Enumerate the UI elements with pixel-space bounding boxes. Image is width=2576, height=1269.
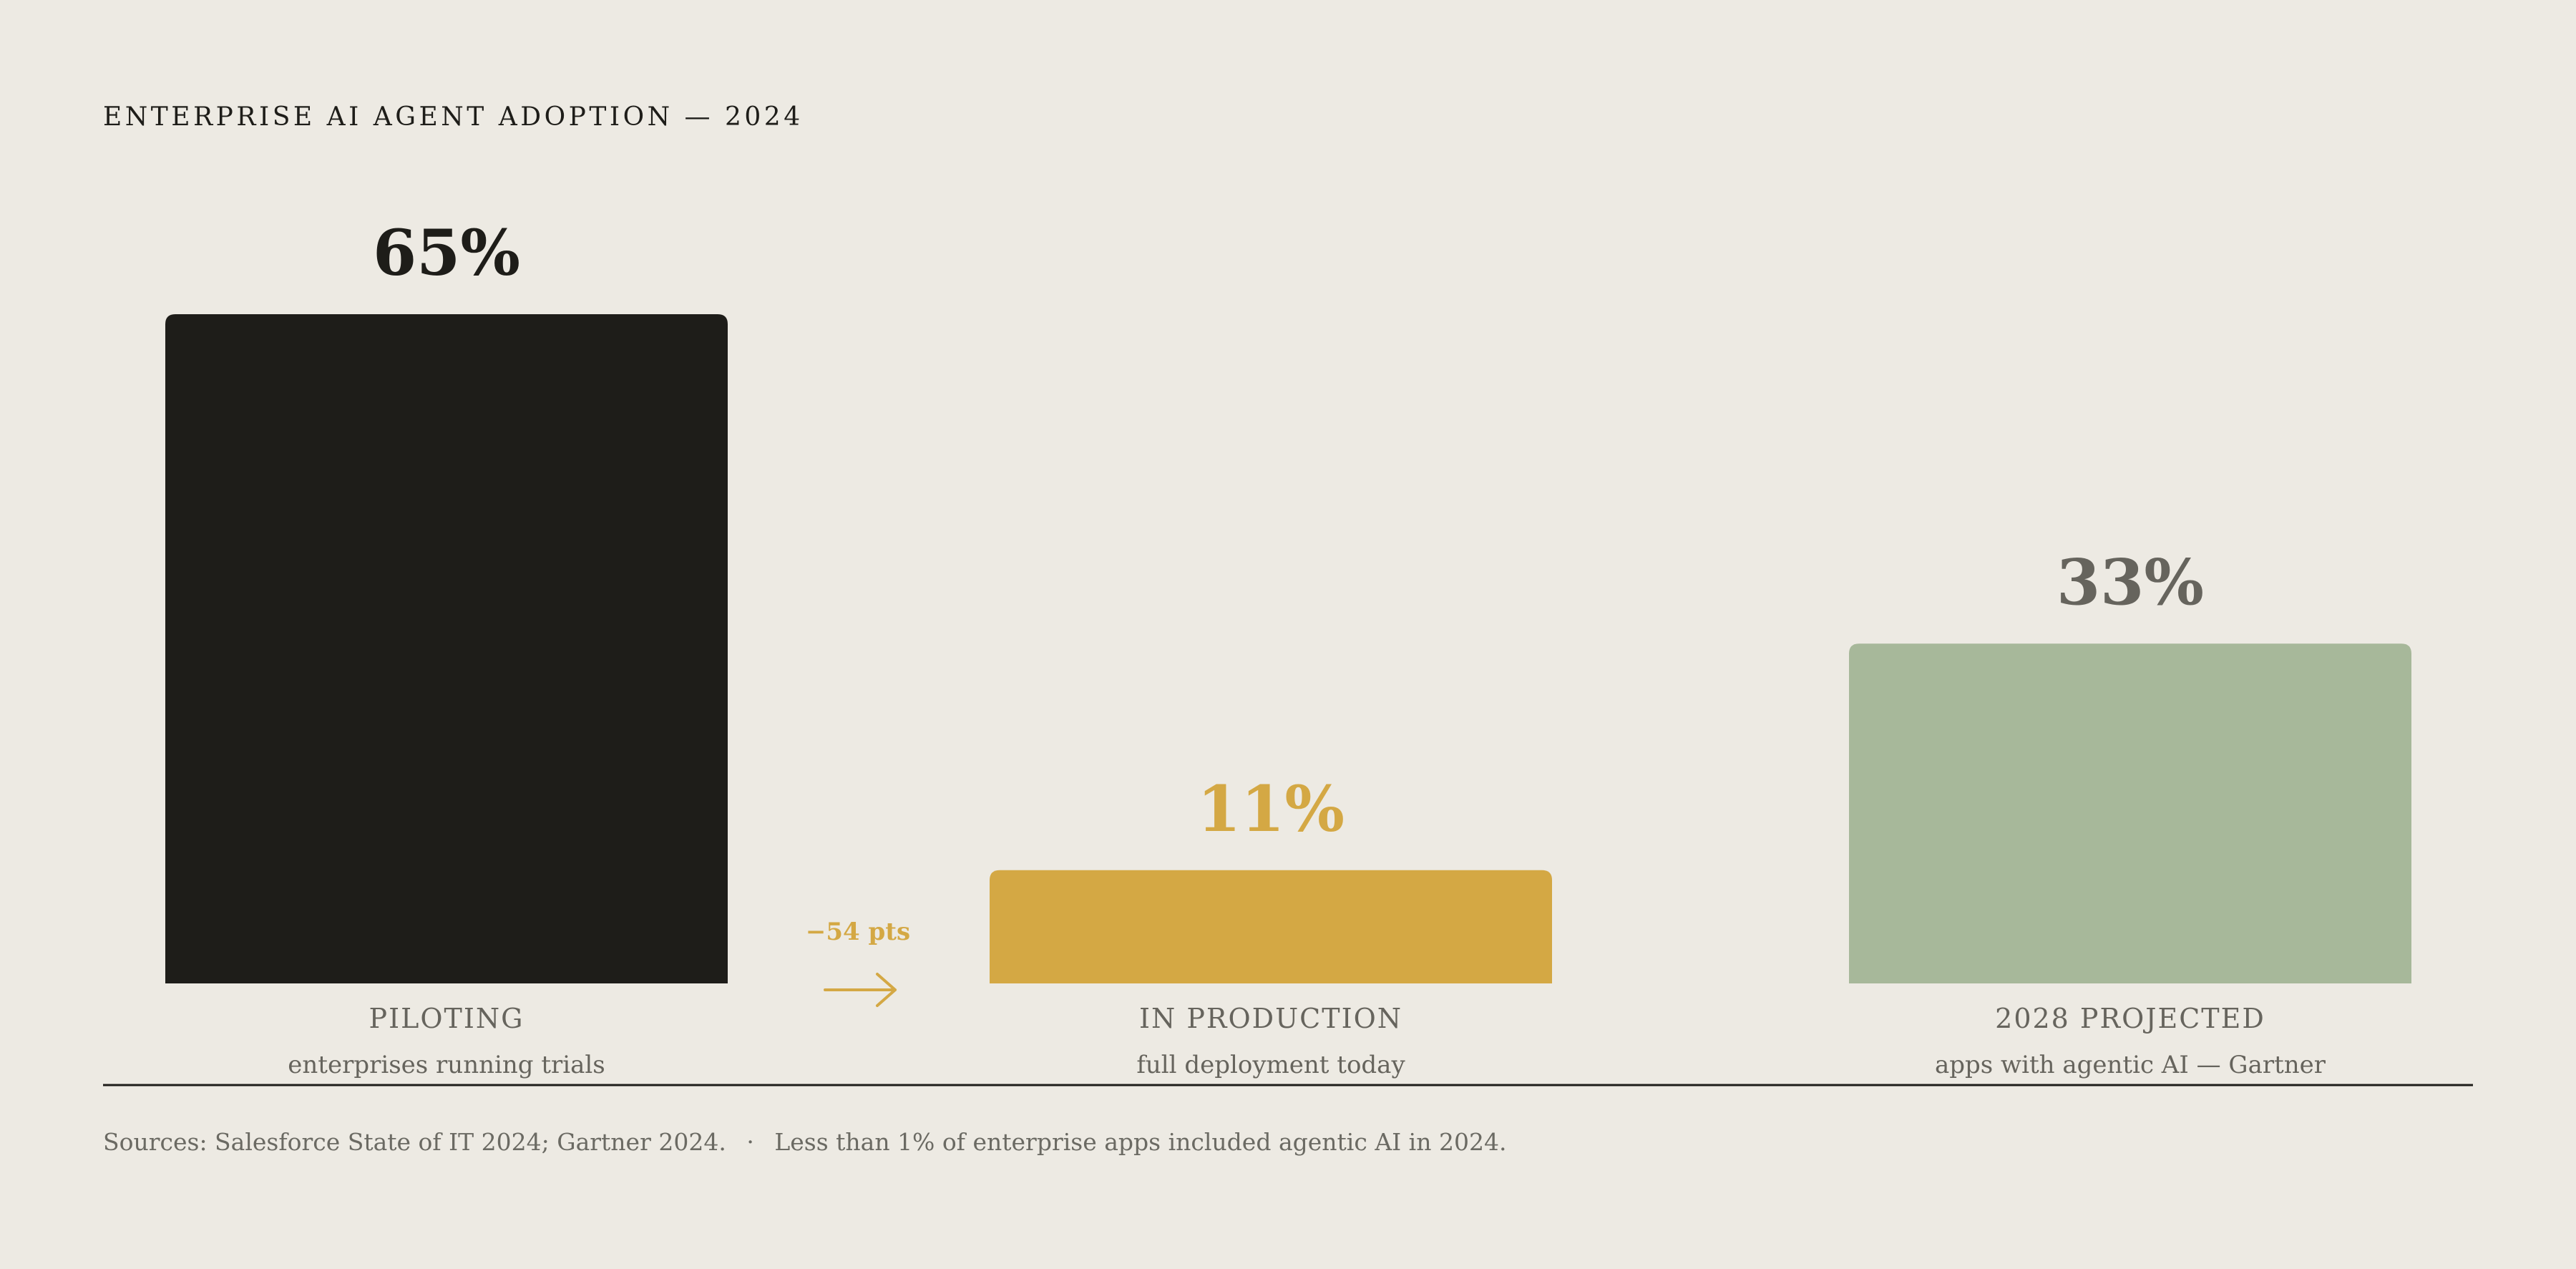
delta-annotation: −54 pts <box>806 918 910 946</box>
arrow-right-icon <box>824 973 897 1007</box>
chart-title: ENTERPRISE AI AGENT ADOPTION — 2024 <box>103 102 804 132</box>
category-label-in-production: IN PRODUCTION <box>1139 1003 1402 1034</box>
category-sublabel-in-production: full deployment today <box>1136 1051 1405 1079</box>
footer-separator: · <box>746 1128 754 1156</box>
category-sublabel-piloting: enterprises running trials <box>288 1051 605 1079</box>
category-label-piloting: PILOTING <box>369 1003 525 1034</box>
bar-piloting <box>165 314 728 983</box>
footer-note-text: Less than 1% of enterprise apps included… <box>774 1128 1507 1156</box>
bar-in-production <box>990 870 1552 983</box>
category-label-2028-projected: 2028 PROJECTED <box>1995 1003 2265 1034</box>
value-label-piloting: 65% <box>373 215 520 290</box>
footer-note: Sources: Salesforce State of IT 2024; Ga… <box>103 1128 1506 1156</box>
category-sublabel-2028-projected: apps with agentic AI — Gartner <box>1935 1051 2326 1079</box>
value-label-in-production: 11% <box>1197 772 1345 846</box>
bar-2028-projected <box>1849 643 2411 983</box>
footer-sources: Sources: Salesforce State of IT 2024; Ga… <box>103 1128 726 1156</box>
value-label-2028-projected: 33% <box>2057 545 2204 619</box>
